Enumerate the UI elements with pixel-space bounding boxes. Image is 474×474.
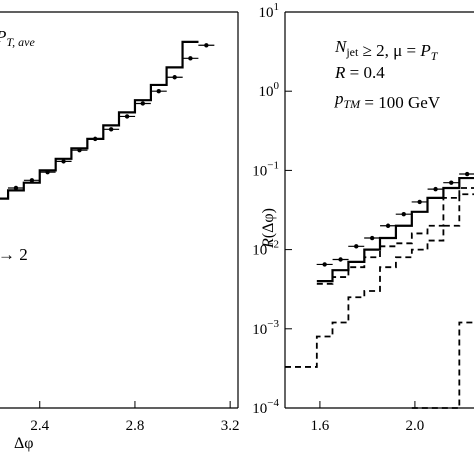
point-dot bbox=[464, 171, 470, 177]
rich-text: → 2 bbox=[0, 245, 28, 264]
rich-text: PT, ave bbox=[0, 27, 36, 49]
data-point bbox=[380, 223, 397, 228]
data-point bbox=[427, 186, 444, 192]
data-point bbox=[348, 244, 365, 249]
y-tick-exponent: −4 bbox=[267, 397, 279, 409]
step-line bbox=[0, 40, 199, 200]
text-part: T bbox=[431, 49, 439, 63]
point-dot bbox=[93, 136, 98, 142]
y-tick-label: 10−2 bbox=[252, 239, 279, 259]
y-tick-label: 10−4 bbox=[252, 397, 279, 417]
data-point bbox=[39, 169, 56, 175]
text-part: TM bbox=[344, 97, 362, 111]
rich-text: R(Δφ) bbox=[260, 208, 277, 249]
point-dot bbox=[385, 223, 391, 228]
point-dot bbox=[354, 244, 359, 249]
text-part: N bbox=[334, 37, 348, 56]
data-point bbox=[55, 159, 72, 164]
data-point bbox=[7, 185, 24, 191]
y-tick-base: 10 bbox=[252, 243, 267, 259]
data-point bbox=[395, 211, 412, 217]
data-point bbox=[103, 127, 120, 132]
y-tick-base: 10 bbox=[259, 5, 274, 21]
point-dot bbox=[433, 186, 438, 192]
point-dot bbox=[188, 56, 193, 61]
x-tick-label: 2.0 bbox=[406, 418, 425, 434]
data-point bbox=[150, 89, 167, 94]
rich-text: R = 0.4 bbox=[334, 63, 385, 82]
data-point bbox=[71, 147, 88, 153]
y-tick-base: 10 bbox=[252, 401, 267, 417]
data-point bbox=[198, 43, 215, 48]
y-tick-label: 101 bbox=[259, 1, 280, 21]
data-point bbox=[23, 178, 40, 183]
point-dot bbox=[61, 159, 66, 164]
text-part: jet bbox=[345, 45, 359, 59]
data-point bbox=[119, 114, 136, 119]
rich-text: pTM = 100 GeV bbox=[334, 89, 441, 112]
data-point bbox=[182, 56, 199, 61]
point-dot bbox=[156, 89, 161, 94]
text-part: = 0.4 bbox=[345, 63, 385, 82]
text-part: = 100 GeV bbox=[360, 93, 441, 112]
text-part: P bbox=[0, 27, 6, 46]
point-dot bbox=[417, 199, 422, 205]
text-part: R bbox=[334, 63, 346, 82]
point-dot bbox=[140, 101, 145, 106]
x-tick-label: 2.8 bbox=[126, 418, 145, 434]
y-tick-base: 10 bbox=[252, 163, 267, 179]
point-dot bbox=[108, 127, 114, 132]
point-dot bbox=[322, 262, 327, 267]
y-tick-exponent: −2 bbox=[267, 239, 279, 251]
y-tick-base: 10 bbox=[252, 322, 267, 338]
x-axis-label: Δφ bbox=[14, 435, 34, 452]
data-point bbox=[166, 75, 183, 80]
step-line bbox=[411, 321, 474, 409]
y-tick-exponent: 0 bbox=[274, 80, 280, 92]
data-point bbox=[316, 262, 333, 267]
x-tick-label: 2.4 bbox=[30, 418, 49, 434]
text-part: P bbox=[419, 41, 430, 60]
x-tick-label: 3.2 bbox=[221, 418, 240, 434]
text-part: p bbox=[334, 89, 344, 108]
point-dot bbox=[124, 114, 130, 119]
point-dot bbox=[369, 235, 375, 241]
point-dot bbox=[172, 75, 177, 80]
y-tick-label: 100 bbox=[259, 80, 280, 100]
data-point bbox=[364, 235, 381, 241]
step-line bbox=[285, 193, 474, 368]
x-tick-label: 1.6 bbox=[311, 418, 330, 434]
point-dot bbox=[338, 257, 343, 262]
rich-text: Njet ≥ 2, μ = PT bbox=[334, 37, 439, 63]
data-point bbox=[87, 136, 104, 142]
data-point bbox=[459, 171, 474, 177]
y-tick-label: 10−1 bbox=[252, 159, 279, 179]
point-dot bbox=[29, 178, 35, 183]
y-tick-base: 10 bbox=[259, 84, 274, 100]
text-part: → 2 bbox=[0, 245, 28, 264]
data-point bbox=[332, 257, 349, 262]
text-part: ≥ 2, μ = bbox=[358, 41, 420, 60]
data-point bbox=[443, 180, 460, 185]
y-tick-exponent: −3 bbox=[267, 318, 279, 330]
point-dot bbox=[449, 180, 454, 185]
y-tick-label: 10−3 bbox=[252, 318, 279, 338]
point-dot bbox=[45, 169, 50, 175]
text-part: (Δφ) bbox=[260, 208, 277, 238]
point-dot bbox=[77, 147, 82, 153]
y-tick-exponent: 1 bbox=[274, 1, 280, 13]
data-point bbox=[134, 101, 151, 106]
text-part: R bbox=[260, 238, 277, 249]
point-dot bbox=[204, 43, 209, 48]
text-part: T, ave bbox=[6, 35, 35, 49]
data-point bbox=[411, 199, 428, 205]
y-tick-exponent: −1 bbox=[267, 159, 279, 171]
point-dot bbox=[401, 211, 406, 217]
point-dot bbox=[13, 185, 19, 191]
